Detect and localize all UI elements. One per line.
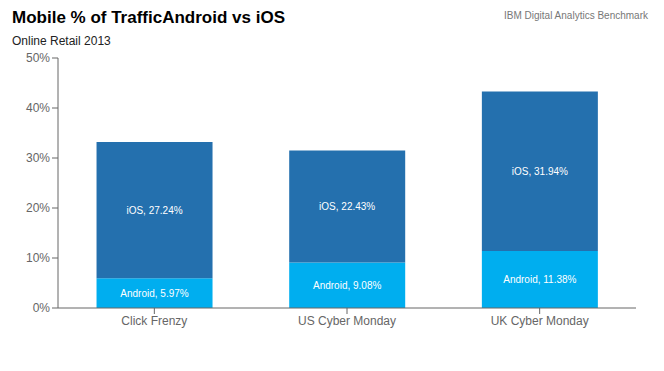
svg-text:Click Frenzy: Click Frenzy [121,314,187,328]
html-text:IBM Digital Analytics Benchmar: IBM Digital Analytics Benchmark [504,10,648,21]
svg-text:iOS, 22.43%: iOS, 22.43% [319,201,375,212]
svg-text:30%: 30% [26,151,50,165]
html-text:Mobile % of TrafficAndroid vs: Mobile % of TrafficAndroid vs iOS [12,8,285,27]
svg-text:10%: 10% [26,251,50,265]
svg-text:0%: 0% [33,301,51,315]
svg-text:Android, 11.38%: Android, 11.38% [503,274,576,285]
html-text:Online Retail 2013: Online Retail 2013 [12,34,111,48]
svg-text:UK Cyber Monday: UK Cyber Monday [491,314,589,328]
svg-text:Android, 9.08%: Android, 9.08% [313,280,381,291]
svg-text:40%: 40% [26,101,50,115]
svg-text:Android, 5.97%: Android, 5.97% [120,288,188,299]
svg-text:20%: 20% [26,201,50,215]
svg-text:iOS, 27.24%: iOS, 27.24% [126,205,182,216]
svg-text:50%: 50% [26,51,50,65]
svg-text:US Cyber Monday: US Cyber Monday [298,314,396,328]
svg-text:iOS, 31.94%: iOS, 31.94% [512,166,568,177]
